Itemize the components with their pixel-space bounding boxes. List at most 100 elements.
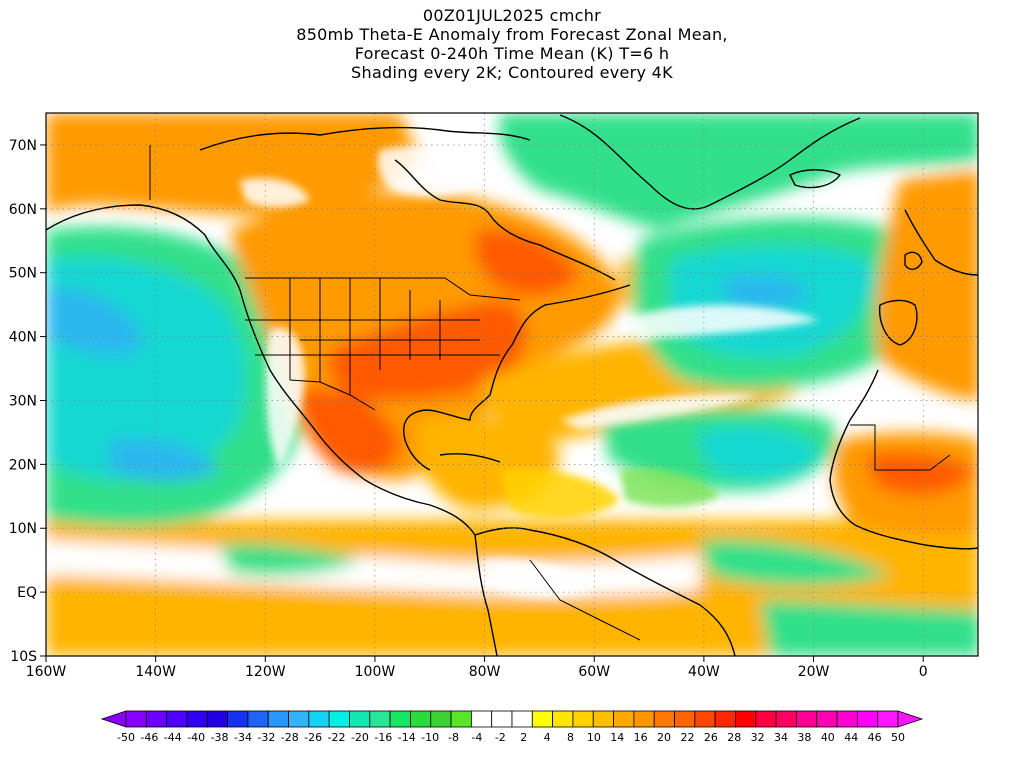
lon-tick-label: 0 [919, 664, 928, 680]
colorbar-swatch [470, 710, 493, 728]
colorbar-label: 38 [797, 731, 811, 744]
shade-eq-green-2 [700, 539, 890, 587]
colorbar-label: 14 [610, 731, 624, 744]
colorbar-label: -16 [374, 731, 392, 744]
colorbar-label: 40 [821, 731, 835, 744]
colorbar-label: -46 [140, 731, 158, 744]
coast-africa [829, 369, 978, 550]
shade-pacific-cool-4 [110, 438, 220, 482]
colorbar-label: -22 [328, 731, 346, 744]
coast-uk [904, 251, 923, 270]
colorbar-swatch [511, 710, 533, 728]
colorbar-swatch [308, 710, 330, 728]
colorbar-arrow-right [897, 710, 924, 728]
coast-iceland [789, 169, 841, 189]
colorbar-swatch [186, 710, 208, 728]
colorbar-label: -4 [471, 731, 482, 744]
colorbar-label: -20 [351, 731, 369, 744]
shade-europe-warm [876, 170, 978, 400]
shade-trop-green [620, 468, 720, 507]
shade-eq-green-1 [220, 543, 360, 576]
lat-tick-label: 10N [9, 521, 37, 537]
colorbar-label: 28 [727, 731, 741, 744]
coast-cuba [439, 453, 501, 463]
border-africa-1 [850, 424, 951, 471]
colorbar-swatch [145, 710, 168, 728]
border-us-canada [245, 277, 521, 301]
lon-tick-label: 40W [688, 664, 720, 680]
colorbar-swatch [816, 710, 838, 728]
border-us-mexico [289, 379, 376, 411]
colorbar-swatch [267, 710, 289, 728]
lon-tick-label: 160W [26, 664, 67, 680]
colorbar-swatch [125, 710, 147, 728]
colorbar-swatch [633, 710, 655, 728]
colorbar-swatch [369, 710, 391, 728]
colorbar-swatch [349, 710, 371, 728]
colorbar-swatch [389, 710, 411, 728]
colorbar-label: 2 [520, 731, 527, 744]
colorbar-swatch [714, 710, 736, 728]
shade-africa-strong [868, 453, 975, 495]
shade-carib-yellow [500, 468, 620, 519]
colorbar-label: 46 [868, 731, 882, 744]
border-us-states-2 [245, 319, 500, 356]
coast-na-west [239, 289, 476, 536]
title-line-3: Forecast 0-240h Time Mean (K) T=6 h [354, 44, 670, 63]
title-line-4: Shading every 2K; Contoured every 4K [351, 63, 673, 82]
shade-quebec-strong [475, 229, 580, 296]
title-block: 00Z01JUL2025 cmchr 850mb Theta-E Anomaly… [0, 6, 1024, 82]
coast-na-east [403, 284, 631, 471]
lat-tick-label: 50N [9, 266, 37, 282]
colorbar-label: -50 [117, 731, 135, 744]
colorbar-label: -2 [495, 731, 506, 744]
shade-alaska-warm [46, 113, 420, 215]
lat-tick-label: 20N [9, 457, 37, 473]
colorbar-swatch [166, 710, 188, 728]
colorbar-label: -14 [398, 731, 416, 744]
colorbar-label: 8 [567, 731, 574, 744]
lat-tick-label: 60N [9, 202, 37, 218]
colorbar-swatch [288, 710, 310, 728]
shade-subtrop-cyan [698, 426, 820, 480]
colorbar-label: 50 [891, 731, 905, 744]
colorbar-swatch [836, 710, 858, 728]
shade-sa-south-green [760, 600, 978, 656]
shade-hudson-white [377, 146, 480, 197]
colorbar-swatch [856, 710, 879, 728]
colorbar-label: 22 [680, 731, 694, 744]
lon-tick-label: 20W [798, 664, 830, 680]
coast-europe [904, 209, 978, 276]
colorbar-label: -32 [257, 731, 275, 744]
shade-natl-cool-3 [720, 275, 810, 309]
lon-tick-label: 100W [355, 664, 396, 680]
colorbar-label: 26 [704, 731, 718, 744]
colorbar-swatch [227, 710, 249, 728]
lat-tick-label: 10S [10, 649, 37, 665]
colorbar-label: 20 [657, 731, 671, 744]
colorbar-swatch [531, 710, 554, 728]
colorbar-label: -38 [211, 731, 229, 744]
lon-tick-label: 120W [245, 664, 286, 680]
shade-atl-white-band [620, 305, 820, 340]
border-sa-1 [529, 559, 641, 641]
shade-greenland-green [600, 118, 880, 200]
shade-eastpac-white [265, 327, 305, 470]
lat-axis: 70N 60N 50N 40N 30N 20N 10N EQ 10S [9, 138, 46, 665]
colorbar-swatch [796, 710, 818, 728]
coast-hudson [394, 159, 616, 281]
colorbar-label: 4 [544, 731, 551, 744]
colorbar-swatch [592, 710, 614, 728]
colorbar-swatch [430, 710, 452, 728]
colorbar-label: 16 [634, 731, 648, 744]
colorbar-swatch [653, 710, 675, 728]
colorbar-label: -26 [304, 731, 322, 744]
lat-tick-label: EQ [17, 585, 37, 601]
lat-tick-label: 30N [9, 393, 37, 409]
colorbar-swatch [410, 710, 432, 728]
coast-greenland [559, 114, 861, 210]
title-line-1: 00Z01JUL2025 cmchr [422, 6, 602, 25]
colorbar-label: -10 [421, 731, 439, 744]
colorbar-label: -8 [448, 731, 459, 744]
colorbar-label: -28 [281, 731, 299, 744]
